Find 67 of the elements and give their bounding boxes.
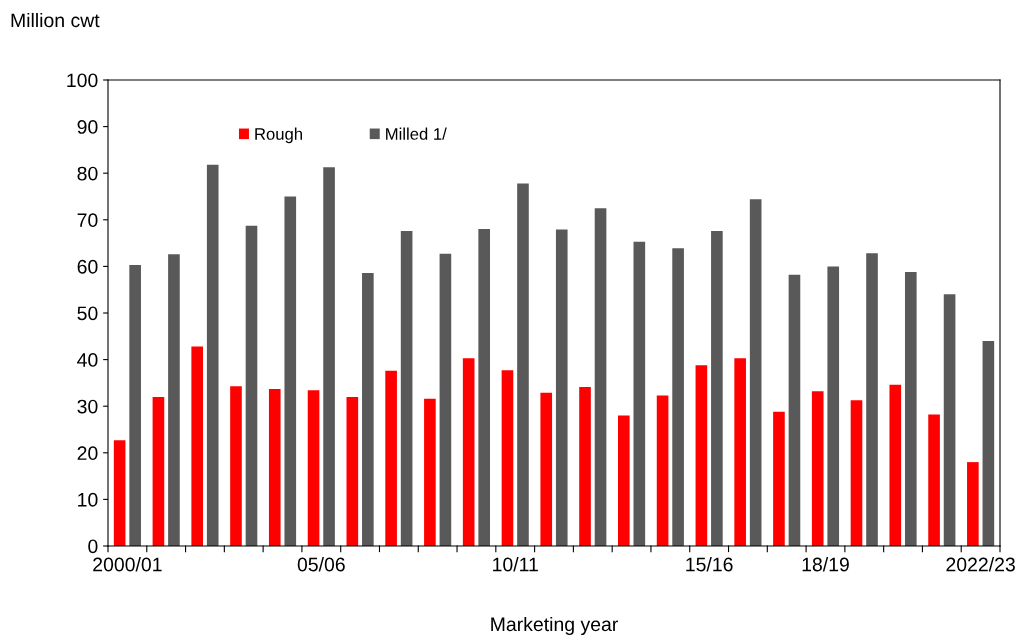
- bar: [656, 395, 669, 546]
- bar: [866, 253, 878, 546]
- bar: [517, 183, 529, 546]
- bar: [168, 254, 180, 546]
- x-tick-label: 2022/23: [946, 557, 1015, 572]
- bar: [943, 294, 956, 546]
- y-tick-label: 60: [77, 259, 98, 274]
- y-tick-label: 40: [77, 353, 98, 367]
- legend-label: Milled 1/: [386, 127, 447, 140]
- bar: [245, 225, 258, 546]
- bar: [850, 400, 863, 546]
- y-tick-label: 80: [77, 166, 98, 181]
- bar: [268, 388, 281, 546]
- bar: [462, 358, 475, 546]
- bar: [501, 370, 514, 546]
- bar: [904, 271, 917, 546]
- bar: [385, 370, 397, 546]
- bar: [633, 241, 646, 546]
- y-tick-label: 20: [77, 446, 98, 461]
- bar: [400, 230, 413, 546]
- bar: [362, 272, 374, 546]
- x-tick-label: 05/06: [297, 557, 345, 572]
- bar: [323, 167, 335, 546]
- bar: [889, 384, 902, 546]
- x-tick-label: 2000/01: [93, 557, 162, 572]
- bar: [788, 274, 801, 546]
- y-tick-label: 50: [77, 306, 98, 321]
- bar: [749, 199, 762, 546]
- bar: [672, 248, 684, 546]
- bar: [129, 265, 141, 546]
- bar: [594, 208, 607, 546]
- bar: [811, 391, 824, 546]
- bar: [928, 414, 940, 546]
- bar: [152, 396, 165, 546]
- bar: [307, 390, 320, 546]
- x-tick-label: 10/11: [493, 557, 538, 572]
- y-tick-label: 70: [77, 213, 98, 228]
- bar: [617, 415, 630, 546]
- bar: [113, 440, 126, 546]
- legend-label: Rough: [255, 127, 302, 144]
- x-axis-title: Marketing year: [491, 616, 618, 636]
- x-tick-label: 18/19: [802, 557, 849, 572]
- bar: [827, 266, 840, 546]
- bar: [773, 411, 785, 546]
- y-tick-label: 100: [67, 73, 98, 88]
- y-tick-label: 10: [78, 492, 98, 507]
- bar: [439, 253, 452, 546]
- x-tick-label: 15/16: [686, 557, 733, 572]
- bar: [967, 462, 979, 546]
- y-tick-label: 30: [77, 399, 98, 414]
- y-tick-label: 90: [77, 120, 98, 134]
- bar: [284, 196, 297, 546]
- bar: [478, 229, 491, 546]
- y-axis-title: Million cwt: [11, 12, 100, 28]
- bar: [982, 340, 995, 546]
- bar: [695, 365, 708, 546]
- bar: [191, 346, 204, 546]
- bar: [540, 392, 553, 546]
- bar: [711, 230, 723, 546]
- bar: [230, 386, 242, 546]
- bar: [579, 387, 591, 546]
- y-tick-label: 0: [88, 539, 98, 554]
- bar: [555, 229, 568, 546]
- bar: [424, 398, 436, 546]
- bar: [206, 164, 219, 546]
- bar: [346, 396, 359, 546]
- bar: [734, 358, 746, 546]
